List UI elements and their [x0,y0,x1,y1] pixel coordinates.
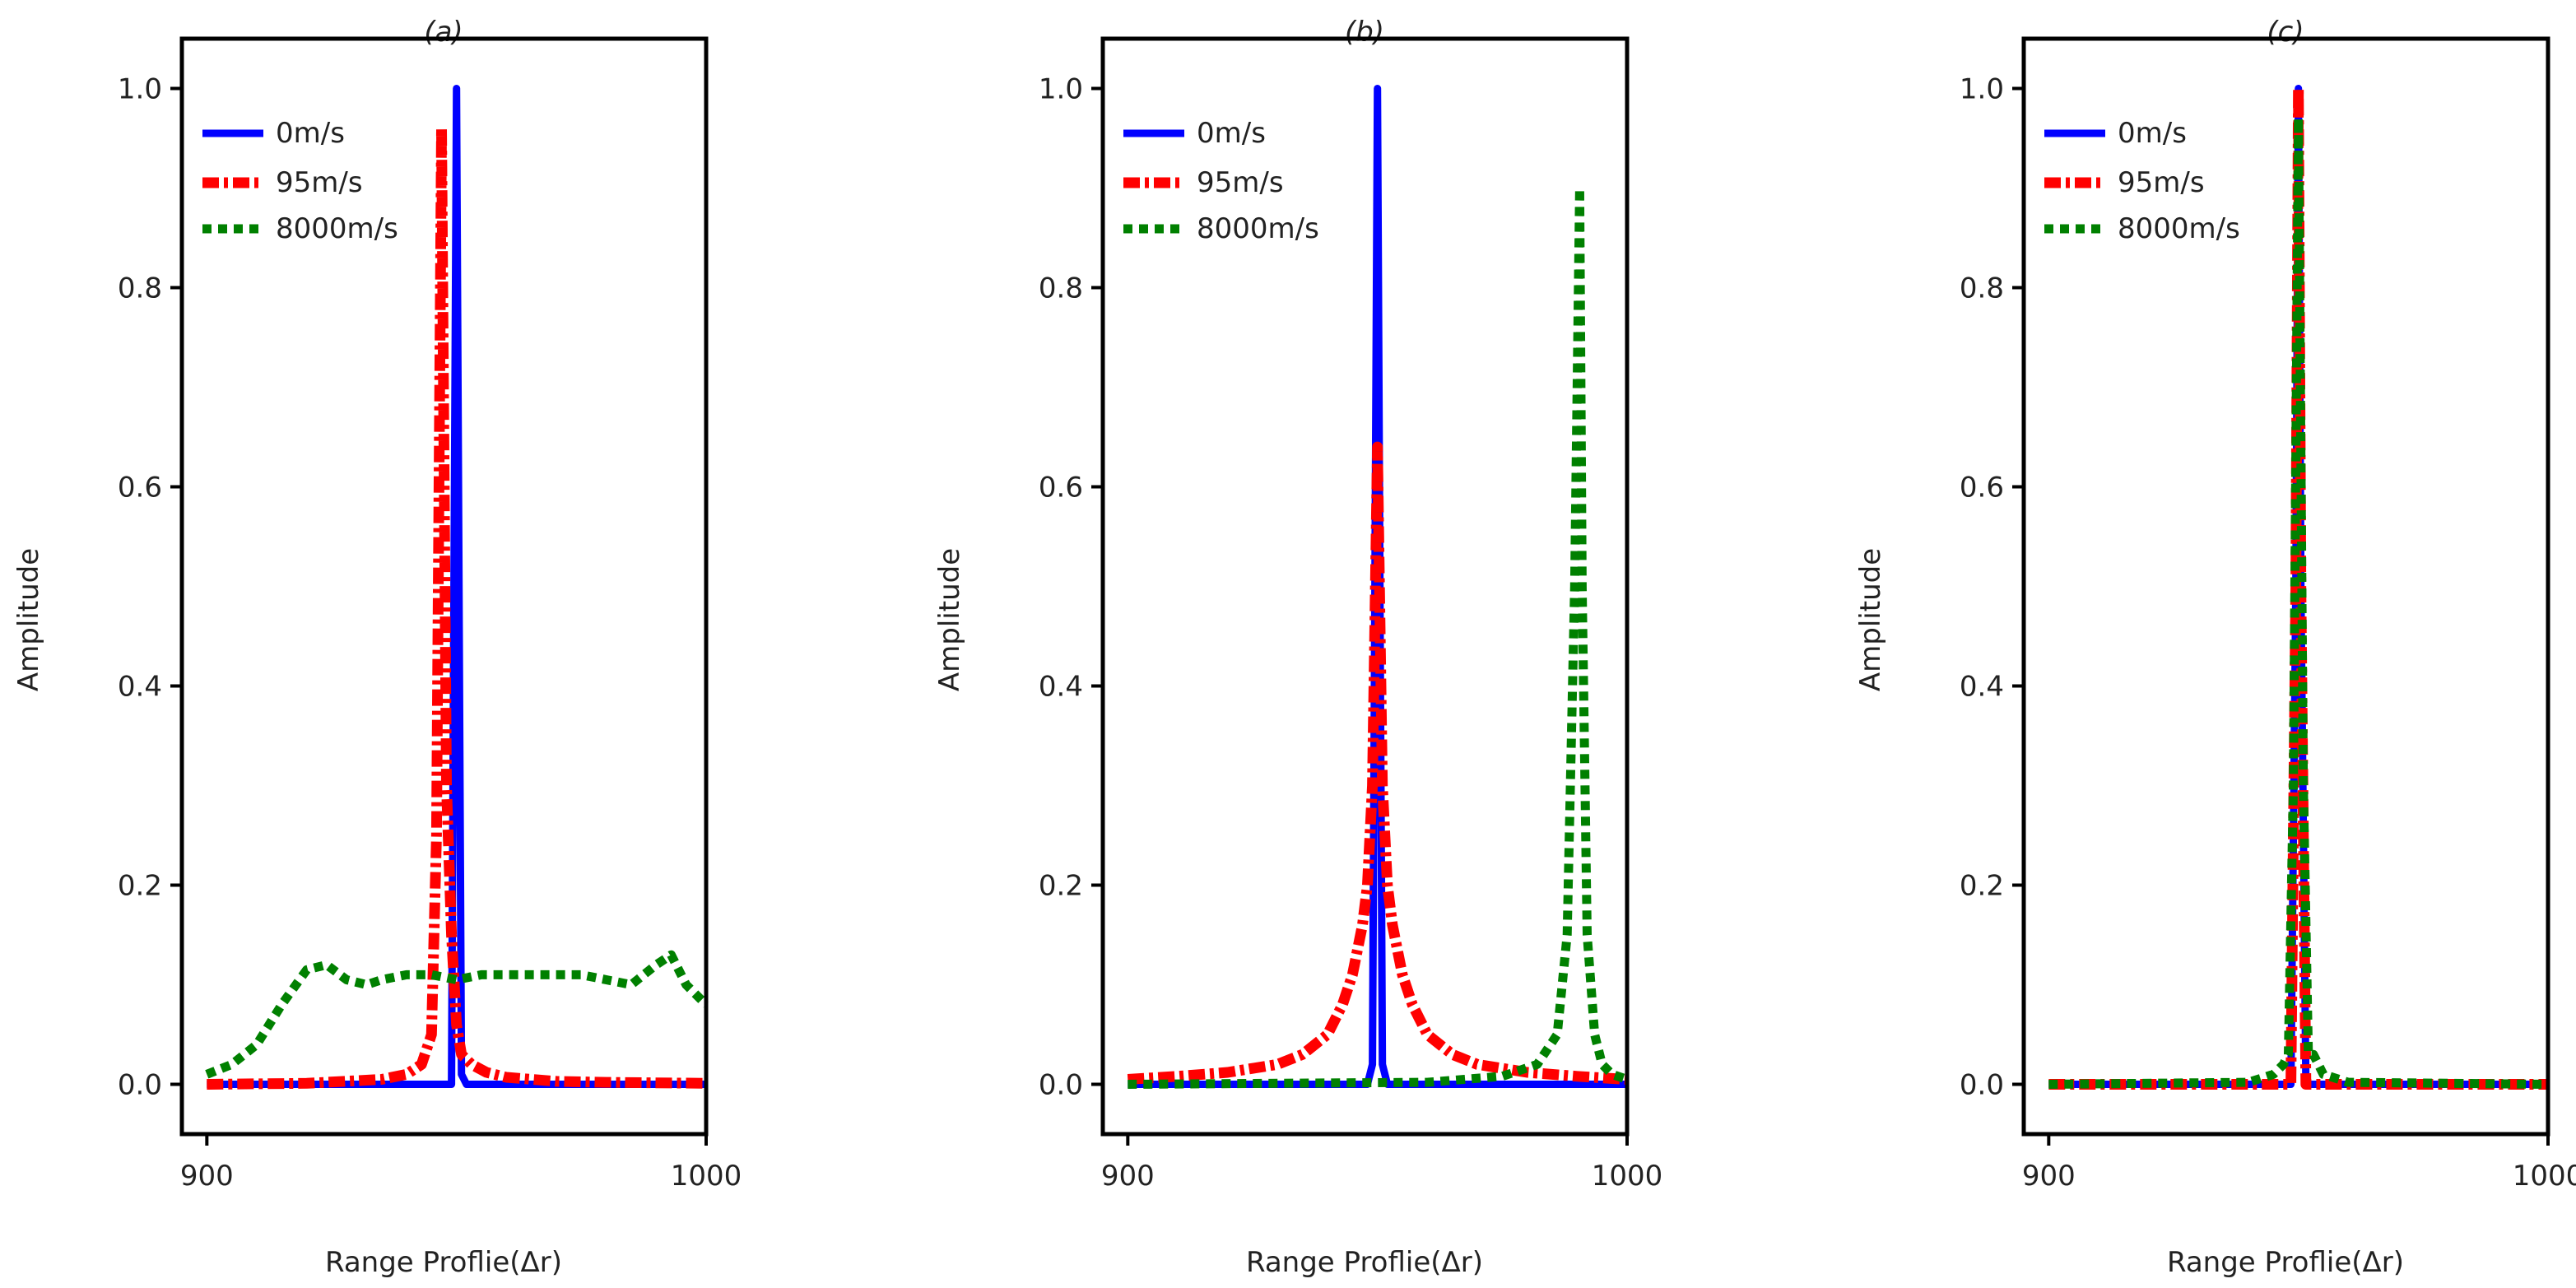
panel-a: (a) Amplitude Range Proflie(Δr) 0m/s 95m… [12,16,742,1279]
y-tick-label: 0.2 [1039,870,1083,903]
y-tick-label: 0.2 [1960,870,2004,903]
legend-label-0ms: 0m/s [276,117,345,150]
plot-area [2048,83,2549,1090]
legend-label-95ms: 95m/s [276,166,363,199]
y-tick-label: 0.4 [1960,671,2004,704]
legend-value-8000ms: 8000m/s [276,212,398,245]
panel-c: (c) Amplitude Range Proflie(Δr) 0m/s 95m… [1854,16,2576,1279]
legend-label-95ms: 95m/s [2118,166,2205,199]
series-line-95ms [2048,83,2548,1090]
legend-label-8000ms: 8000m/s [276,212,398,245]
series-line-0ms [1128,85,1627,1088]
x-tick-label: 1000 [2513,1160,2576,1193]
legend-label-0ms: 0m/s [2118,117,2187,150]
panel-b-title: (b) [1345,16,1384,49]
legend-label-0ms: 0m/s [1197,117,1266,150]
y-tick-label: 0.8 [1039,272,1083,305]
legend-value-0ms: 0m/s [1197,117,1266,150]
legend-value-0ms: 0m/s [276,117,345,150]
plot-area [1127,85,1629,1089]
axes-frame [179,36,709,1137]
legend-value-95ms: 95m/s [2118,166,2205,199]
panel-c-x-axis-label: Range Proflie(Δr) [2167,1246,2404,1279]
panel-a-y-axis-label: Amplitude [12,548,45,691]
y-tick-label: 1.0 [118,73,162,106]
series-line-95ms [1127,441,1628,1085]
series-line-8000ms [205,950,709,1079]
y-tick-label: 0.8 [118,272,162,305]
legend-value-95ms: 95m/s [1197,166,1284,199]
legend-value-0ms: 0m/s [2118,117,2187,150]
series-line-95ms [207,123,707,1090]
panel-a-legend: 0m/s 95m/s 8000m/s [202,117,398,245]
x-tick-label: 900 [2022,1160,2076,1193]
y-tick-label: 1.0 [1039,73,1083,106]
panel-c-legend: 0m/s 95m/s 8000m/s [2044,117,2240,245]
y-tick-label: 0.0 [1039,1069,1083,1102]
legend-label-8000ms: 8000m/s [2118,212,2240,245]
panel-a-x-axis-label: Range Proflie(Δr) [325,1246,562,1279]
panel-c-y-axis-label: Amplitude [1854,548,1887,691]
axes-frame [2021,36,2550,1137]
panel-b: (b) Amplitude Range Proflie(Δr) 0m/s 95m… [933,16,1662,1279]
axes-frame [1100,36,1630,1137]
x-tick-label: 1000 [1592,1160,1663,1193]
x-tick-label: 900 [1101,1160,1155,1193]
panel-a-title: (a) [424,16,463,49]
series-line-8000ms [1128,184,1629,1089]
panel-b-legend: 0m/s 95m/s 8000m/s [1123,117,1319,245]
y-tick-label: 0.0 [118,1069,162,1102]
series-line-0ms [207,85,706,1088]
y-tick-label: 0.4 [118,671,162,704]
y-tick-label: 0.0 [1960,1069,2004,1102]
legend-label-8000ms: 8000m/s [1197,212,1319,245]
y-tick-label: 0.6 [1960,472,2004,505]
legend-value-8000ms: 8000m/s [2118,212,2240,245]
y-tick-label: 0.8 [1960,272,2004,305]
y-tick-label: 0.4 [1039,671,1083,704]
y-tick-label: 0.6 [118,472,162,505]
panel-b-x-axis-label: Range Proflie(Δr) [1246,1246,1483,1279]
y-tick-label: 0.2 [118,870,162,903]
series-line-8000ms [2048,114,2549,1089]
plot-area [205,85,709,1090]
x-tick-label: 1000 [671,1160,742,1193]
y-tick-label: 0.6 [1039,472,1083,505]
legend-label-95ms: 95m/s [1197,166,1284,199]
legend-value-8000ms: 8000m/s [1197,212,1319,245]
y-tick-label: 1.0 [1960,73,2004,106]
x-tick-label: 900 [180,1160,234,1193]
legend-value-95ms: 95m/s [276,166,363,199]
panel-c-title: (c) [2267,16,2304,49]
panel-b-y-axis-label: Amplitude [933,548,966,691]
